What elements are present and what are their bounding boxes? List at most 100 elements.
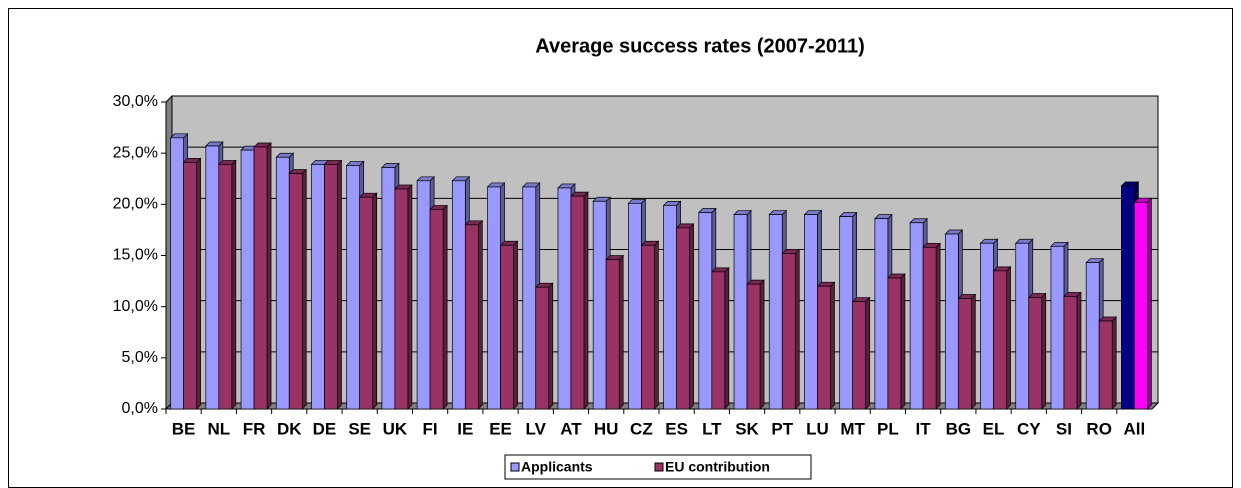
x-tick-label: FI [423,419,438,438]
bar [346,165,361,410]
legend-swatch [510,462,520,472]
bar [288,173,303,410]
bar-side [794,248,800,410]
bar [253,146,268,410]
x-tick-label: EE [489,419,512,438]
bar-side [372,192,378,410]
x-tick-label: All [1124,419,1146,438]
bar [535,286,550,410]
bar [852,301,867,410]
x-tick-label: LT [702,419,722,438]
bar-side [548,282,554,410]
x-tick-label: SI [1056,419,1072,438]
x-tick-label: ES [665,419,688,438]
bar-side [407,184,413,410]
x-tick-label: SK [735,419,759,438]
bar [416,180,431,410]
bar [993,270,1007,410]
x-tick-label: CZ [630,419,653,438]
bar [205,145,220,410]
x-tick-label: CY [1017,419,1041,438]
bar [522,186,537,410]
bar [746,283,761,410]
bar [557,187,572,410]
x-tick-label: PT [771,419,793,438]
x-tick-label: DK [277,419,302,438]
bar [1098,320,1113,410]
y-tick-label: 30,0% [113,93,158,110]
bar [1134,201,1148,410]
bar-side [231,159,237,410]
bar [944,233,959,410]
x-tick-label: UK [383,419,408,438]
bar [817,285,831,410]
bar [394,188,409,410]
bar [359,196,374,410]
bar [733,214,748,410]
bar [1085,262,1100,410]
legend-label: Applicants [521,459,593,475]
bar [628,202,642,410]
bar-side [654,240,659,410]
x-tick-label: MT [840,419,865,438]
bar [1050,245,1065,410]
bar [804,214,818,410]
bar-side [337,159,342,410]
x-tick-label: AT [560,419,582,438]
bar [487,186,501,410]
bar [1121,185,1135,410]
bar [768,214,783,410]
bar-side [830,281,835,410]
bar-side [477,219,483,410]
bar [1028,297,1043,410]
bar [240,149,255,410]
bar [1015,242,1030,410]
x-tick-label: FR [243,419,266,438]
bar-side [900,273,906,410]
bar [170,137,184,410]
bar [311,164,325,410]
bar [451,180,466,410]
bar [464,224,479,410]
x-tick-label: PL [877,419,899,438]
y-tick-label: 20,0% [113,196,158,213]
bar-side [1076,291,1082,410]
bar [909,222,924,410]
bar-side [1111,316,1117,410]
x-tick-label: BE [172,419,196,438]
bar-side [301,168,307,410]
bar [698,212,713,410]
bar [324,164,338,410]
bar [641,244,655,410]
bar [218,164,233,410]
bar-side [865,296,871,410]
legend-swatch [654,462,664,472]
bar [922,246,937,410]
y-tick-label: 15,0% [113,247,158,264]
bar [592,200,607,410]
legend-label: EU contribution [665,459,770,475]
bar [500,244,514,410]
x-tick-label: IT [916,419,932,438]
x-tick-label: HU [594,419,619,438]
y-tick-label: 5,0% [122,349,158,366]
bar [663,205,677,410]
bar-side [266,142,272,410]
bar [676,227,690,410]
bar [605,259,620,410]
bar-side [759,279,765,410]
bar-side [513,240,518,410]
bar-side [1006,266,1011,410]
bar-side [724,267,730,410]
bar-side [935,242,941,410]
x-tick-label: RO [1086,419,1112,438]
bar-side [1041,292,1047,410]
bar-side [442,204,448,410]
x-tick-label: LV [526,419,547,438]
bar [183,162,197,410]
bar-side [618,254,624,410]
bar [429,209,444,410]
x-tick-label: BG [946,419,972,438]
bar-side [689,223,694,410]
bar-side [583,191,589,410]
